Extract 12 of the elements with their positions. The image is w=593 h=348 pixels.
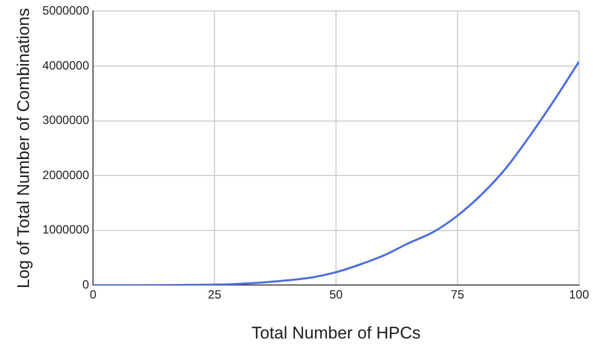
x-tick-label: 75: [450, 288, 465, 302]
y-tick-label: 2000000: [42, 168, 90, 182]
x-axis-title: Total Number of HPCs: [251, 323, 421, 342]
y-tick-label: 5000000: [42, 4, 90, 18]
y-tick-label: 1000000: [42, 222, 90, 237]
y-tick-label: 0: [82, 278, 90, 292]
x-tick-label: 100: [568, 288, 590, 302]
y-axis-title: Log of Total Number of Combinations: [14, 8, 33, 288]
x-tick-label: 50: [329, 288, 344, 302]
y-tick-label: 4000000: [42, 58, 90, 72]
x-tick-label: 25: [208, 288, 222, 302]
y-tick-label: 3000000: [42, 113, 90, 128]
